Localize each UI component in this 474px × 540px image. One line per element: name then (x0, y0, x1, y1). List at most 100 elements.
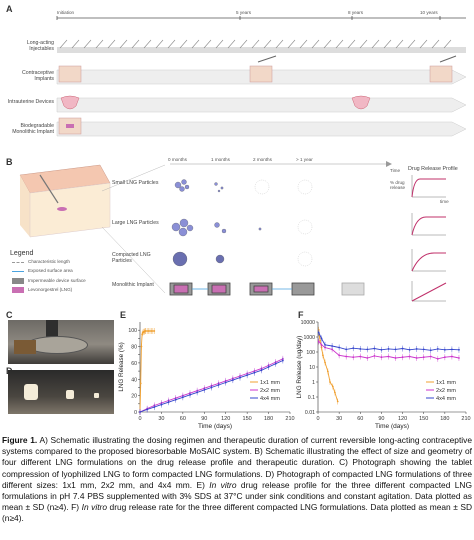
data-point (345, 355, 348, 358)
data-point (422, 348, 425, 351)
data-point (334, 391, 336, 394)
y-axis-label: LNG Release (ug/day) (296, 336, 303, 399)
panel-a-timeline-graphic (56, 16, 467, 137)
implant-skin-icon (58, 65, 82, 83)
b-row-large: Large LNG Particles (112, 220, 159, 226)
data-point (181, 396, 184, 399)
y-tick-label: 60 (131, 361, 137, 367)
panel-d-photo (8, 370, 114, 414)
time-label-3: > 1 year (296, 157, 313, 162)
b-row-compacted: Compacted LNG Particles (112, 252, 151, 264)
legend-label: 2x2 mm (260, 388, 280, 394)
data-point (394, 348, 397, 351)
data-point (153, 406, 156, 408)
data-point (380, 356, 383, 359)
panel-e-label: E (120, 310, 127, 320)
legend-label: 1x1 mm (260, 380, 280, 386)
series-line (318, 341, 460, 360)
legend-item-lng: Levonorgestrel (LNG) (28, 287, 73, 292)
data-point (331, 345, 333, 347)
panel-b-label: B (6, 157, 13, 167)
data-point (139, 382, 142, 385)
data-point (458, 348, 460, 351)
y-tick-label: 0.01 (305, 410, 315, 416)
data-point (253, 371, 256, 374)
y-axis-label: LNG Release (%) (118, 342, 125, 391)
caption-fig-label: Figure 1. (2, 435, 38, 445)
panel-a-label: A (6, 4, 13, 14)
data-point (160, 403, 163, 406)
data-point (260, 369, 263, 372)
panel-c-label: C (6, 310, 13, 320)
legend-swatch-surface (12, 271, 24, 272)
tablet-block (14, 340, 36, 354)
data-point (324, 343, 326, 346)
data-point (153, 330, 156, 332)
series-line (139, 330, 155, 413)
data-point (319, 339, 322, 342)
data-point (147, 330, 150, 332)
data-point (149, 330, 151, 332)
data-point (320, 343, 323, 346)
data-point (329, 381, 331, 383)
caption-invitro-2: In vitro (81, 502, 107, 513)
timeline-mark-10-years: 10 years (420, 10, 438, 15)
data-point (373, 347, 376, 350)
data-point (359, 355, 362, 358)
data-point (144, 330, 147, 332)
x-tick-label: 150 (243, 416, 252, 422)
data-point (274, 362, 277, 365)
data-point (373, 354, 376, 357)
y-tick-label: 0.1 (308, 395, 315, 401)
data-point (422, 356, 425, 359)
data-point (317, 331, 320, 334)
data-point (203, 389, 206, 391)
x-tick-label: 30 (336, 416, 342, 422)
data-point (331, 385, 334, 388)
x-tick-label: 0 (316, 416, 319, 422)
caption-text-1: A) Schematic illustrating the dosing reg… (2, 435, 472, 490)
x-tick-label: 180 (440, 416, 449, 422)
data-point (408, 355, 411, 358)
data-point (140, 345, 143, 348)
chart-f: 0 30 60 90 120 150 180 210 0.01 0.1 1 10 100 1000 1000… (296, 320, 471, 430)
data-point (231, 379, 234, 381)
y-tick-label: 100 (306, 350, 315, 356)
y-tick-label: 20 (131, 394, 137, 400)
x-tick-label: 0 (138, 416, 141, 422)
time-label-0: 0 months (168, 157, 187, 162)
row-label-implants: Contraceptive Implants (21, 70, 54, 82)
data-point (380, 348, 383, 351)
legend-swatch-lng (12, 287, 24, 293)
data-point (345, 348, 348, 351)
row-label-injectables: Long-acting Injectables (26, 40, 54, 52)
data-point (141, 333, 144, 336)
data-point (322, 354, 324, 357)
x-axis-label: Time (days) (198, 423, 232, 430)
timeline-mark-8-years: 8 years (348, 10, 364, 15)
data-point (139, 411, 141, 413)
data-point (359, 348, 362, 350)
data-point (352, 356, 355, 359)
data-point (387, 348, 390, 350)
b-row-small: Small LNG Particles (112, 180, 159, 186)
figure-caption: Figure 1. A) Schematic illustrating the … (2, 435, 472, 525)
panel-c-photo (8, 320, 114, 364)
data-point (326, 370, 329, 373)
y-tick-label: 80 (131, 345, 137, 351)
data-point (443, 356, 446, 359)
x-tick-label: 180 (264, 416, 273, 422)
data-point (151, 330, 154, 332)
y-tick-label: 100 (128, 328, 137, 334)
data-point (429, 355, 432, 358)
data-point (408, 348, 411, 351)
data-point (352, 347, 355, 350)
timeline-mark-5-years: 5 years (236, 10, 252, 15)
data-point (451, 355, 453, 358)
x-tick-label: 60 (357, 416, 363, 422)
data-point (246, 374, 249, 377)
profile-title: Drug Release Profile (408, 166, 458, 172)
data-point (436, 357, 439, 360)
legend-items: Characteristic length Exposed surface ar… (10, 257, 110, 297)
legend-item-impermeable: Impermeable device surface (28, 278, 86, 283)
